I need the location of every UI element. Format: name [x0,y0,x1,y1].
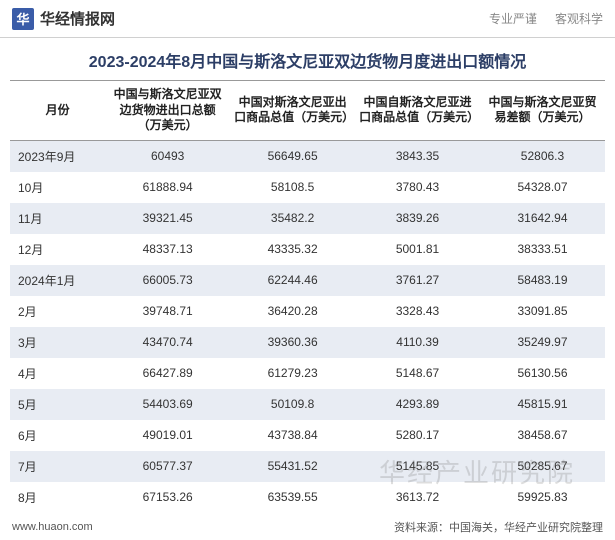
table-container: 月份 中国与斯洛文尼亚双边货物进出口总额（万美元） 中国对斯洛文尼亚出口商品总值… [0,80,615,513]
table-row: 4月66427.8961279.235148.6756130.56 [10,358,605,389]
cell-value: 5280.17 [355,420,480,451]
table-row: 6月49019.0143738.845280.1738458.67 [10,420,605,451]
brand-name: 华经情报网 [40,8,115,29]
cell-month: 3月 [10,327,105,358]
cell-value: 58483.19 [480,265,605,296]
cell-value: 36420.28 [230,296,355,327]
slogan-group: 专业严谨 客观科学 [489,10,603,27]
table-row: 2023年9月6049356649.653843.3552806.3 [10,140,605,172]
table-row: 10月61888.9458108.53780.4354328.07 [10,172,605,203]
brand: 华 华经情报网 [12,8,115,30]
cell-month: 8月 [10,482,105,513]
cell-value: 5145.85 [355,451,480,482]
cell-value: 56649.65 [230,140,355,172]
cell-value: 52806.3 [480,140,605,172]
table-row: 8月67153.2663539.553613.7259925.83 [10,482,605,513]
cell-value: 4110.39 [355,327,480,358]
cell-value: 3613.72 [355,482,480,513]
cell-month: 6月 [10,420,105,451]
cell-value: 54328.07 [480,172,605,203]
cell-value: 39360.36 [230,327,355,358]
col-header-import: 中国自斯洛文尼亚进口商品总值（万美元） [355,81,480,141]
cell-month: 2月 [10,296,105,327]
table-row: 3月43470.7439360.364110.3935249.97 [10,327,605,358]
cell-month: 2024年1月 [10,265,105,296]
table-row: 2024年1月66005.7362244.463761.2758483.19 [10,265,605,296]
cell-value: 3328.43 [355,296,480,327]
cell-value: 59925.83 [480,482,605,513]
cell-value: 5001.81 [355,234,480,265]
cell-value: 50285.67 [480,451,605,482]
page-title: 2023-2024年8月中国与斯洛文尼亚双边货物月度进出口额情况 [0,38,615,80]
cell-value: 3761.27 [355,265,480,296]
cell-value: 43335.32 [230,234,355,265]
cell-month: 4月 [10,358,105,389]
cell-month: 11月 [10,203,105,234]
cell-value: 48337.13 [105,234,230,265]
table-row: 5月54403.6950109.84293.8945815.91 [10,389,605,420]
cell-value: 60577.37 [105,451,230,482]
table-body: 2023年9月6049356649.653843.3552806.310月618… [10,140,605,513]
cell-value: 55431.52 [230,451,355,482]
cell-value: 31642.94 [480,203,605,234]
cell-value: 66005.73 [105,265,230,296]
cell-value: 39748.71 [105,296,230,327]
cell-value: 61279.23 [230,358,355,389]
table-row: 7月60577.3755431.525145.8550285.67 [10,451,605,482]
cell-value: 49019.01 [105,420,230,451]
cell-value: 63539.55 [230,482,355,513]
cell-value: 3843.35 [355,140,480,172]
top-bar: 华 华经情报网 专业严谨 客观科学 [0,0,615,38]
cell-value: 67153.26 [105,482,230,513]
footer: www.huaon.com 资料来源：中国海关，华经产业研究院整理 [0,513,615,539]
cell-value: 39321.45 [105,203,230,234]
cell-value: 60493 [105,140,230,172]
table-row: 2月39748.7136420.283328.4333091.85 [10,296,605,327]
table-row: 12月48337.1343335.325001.8138333.51 [10,234,605,265]
cell-value: 61888.94 [105,172,230,203]
cell-value: 66427.89 [105,358,230,389]
cell-value: 35482.2 [230,203,355,234]
cell-value: 38333.51 [480,234,605,265]
cell-value: 54403.69 [105,389,230,420]
brand-logo: 华 [12,8,34,30]
cell-month: 2023年9月 [10,140,105,172]
cell-value: 33091.85 [480,296,605,327]
cell-value: 45815.91 [480,389,605,420]
cell-value: 62244.46 [230,265,355,296]
col-header-balance: 中国与斯洛文尼亚贸易差额（万美元） [480,81,605,141]
cell-value: 43470.74 [105,327,230,358]
cell-value: 56130.56 [480,358,605,389]
footer-url: www.huaon.com [12,521,93,533]
cell-month: 12月 [10,234,105,265]
col-header-export: 中国对斯洛文尼亚出口商品总值（万美元） [230,81,355,141]
slogan-2: 客观科学 [555,10,603,27]
cell-value: 5148.67 [355,358,480,389]
cell-month: 7月 [10,451,105,482]
cell-value: 38458.67 [480,420,605,451]
cell-month: 5月 [10,389,105,420]
table-header: 月份 中国与斯洛文尼亚双边货物进出口总额（万美元） 中国对斯洛文尼亚出口商品总值… [10,81,605,141]
slogan-1: 专业严谨 [489,10,537,27]
cell-value: 50109.8 [230,389,355,420]
cell-value: 35249.97 [480,327,605,358]
table-row: 11月39321.4535482.23839.2631642.94 [10,203,605,234]
cell-value: 4293.89 [355,389,480,420]
cell-value: 58108.5 [230,172,355,203]
col-header-month: 月份 [10,81,105,141]
footer-source: 资料来源：中国海关，华经产业研究院整理 [394,519,603,535]
data-table: 月份 中国与斯洛文尼亚双边货物进出口总额（万美元） 中国对斯洛文尼亚出口商品总值… [10,80,605,513]
col-header-total: 中国与斯洛文尼亚双边货物进出口总额（万美元） [105,81,230,141]
cell-value: 3780.43 [355,172,480,203]
cell-month: 10月 [10,172,105,203]
cell-value: 3839.26 [355,203,480,234]
cell-value: 43738.84 [230,420,355,451]
